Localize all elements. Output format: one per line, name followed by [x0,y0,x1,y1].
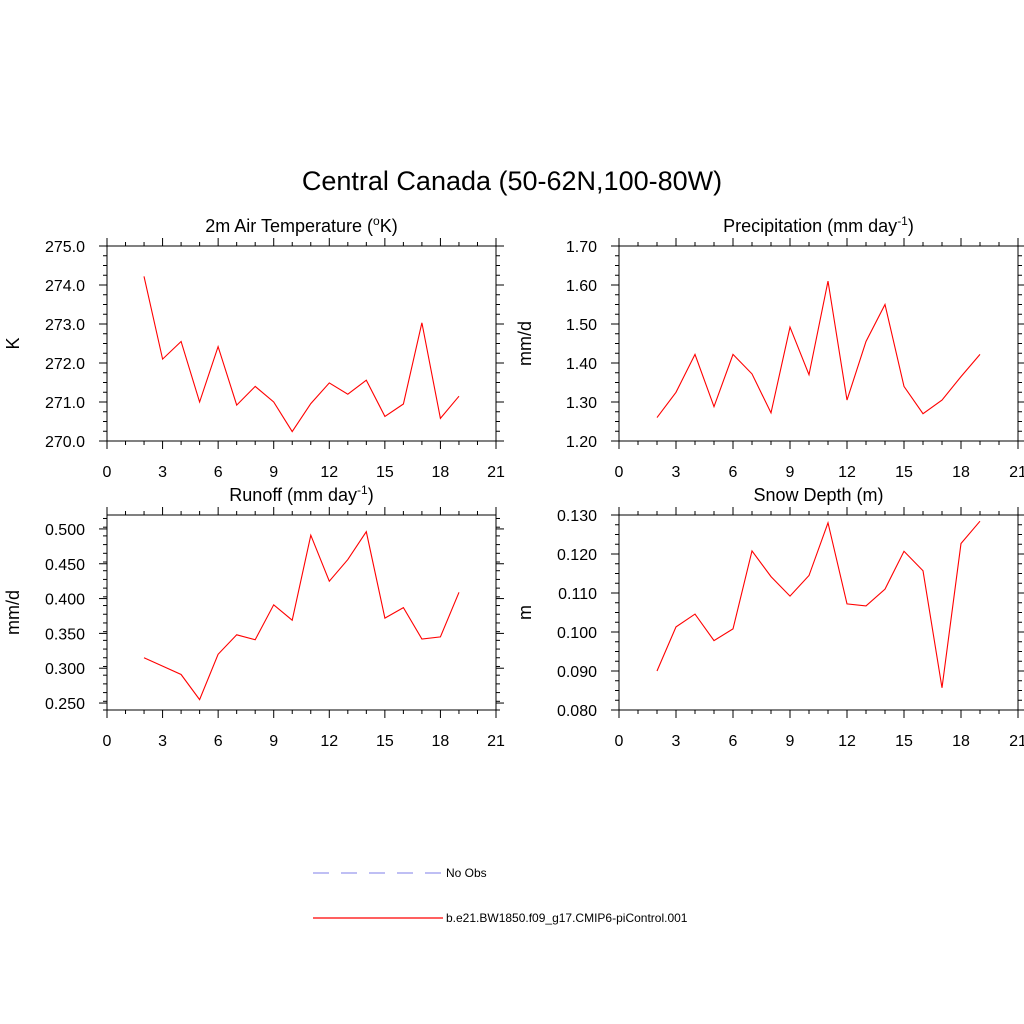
chart-panel-1: 2m Air Temperature (oK) K 0 3 6 9 12 15 18 21 270.… [3,214,505,481]
y-tick-label: 0.090 [557,664,597,681]
y-tick-label: 1.60 [566,278,597,295]
x-tick-label: 3 [672,733,681,750]
x-tick-label: 18 [432,464,450,481]
panel-title-suffix: K) [380,216,398,236]
y-tick-label: 0.450 [45,557,85,574]
y-axis-label: K [3,337,23,349]
x-tick-label: 3 [158,733,167,750]
x-tick-label: 0 [103,733,112,750]
y-tick-label: 1.50 [566,317,597,334]
y-tick-label: 0.100 [557,625,597,642]
x-tick-label: 21 [487,464,505,481]
x-tick-label: 12 [838,464,856,481]
plot-frame [106,514,497,711]
plot-frame [106,245,497,442]
series-line [656,280,981,418]
y-tick-label: 273.0 [45,317,85,334]
x-tick-label: 6 [729,464,738,481]
legend-obs-label: No Obs [446,866,487,880]
y-tick-label: 275.0 [45,239,85,256]
plot-frame [618,514,1019,711]
panel-title: Precipitation (mm day-1) [723,214,914,236]
x-tick-label: 9 [786,464,795,481]
panel-title-text: Precipitation (mm day [723,216,897,236]
y-tick-label: 1.20 [566,434,597,451]
y-tick-label: 272.0 [45,356,85,373]
x-tick-label: 9 [269,464,278,481]
x-tick-label: 12 [320,464,338,481]
y-tick-label: 270.0 [45,434,85,451]
x-tick-label: 9 [269,733,278,750]
y-tick-label: 0.350 [45,626,85,643]
y-axis-label: m [515,605,535,620]
y-tick-label: 0.500 [45,522,85,539]
panel-title-text: Snow Depth (m) [753,485,883,505]
y-tick-label: 0.400 [45,592,85,609]
panel-title-suffix: ) [908,216,914,236]
panels: 2m Air Temperature (oK) K 0 3 6 9 12 15 18 21 270.… [3,214,1024,750]
x-tick-label: 0 [615,464,624,481]
series-line [656,520,981,688]
y-tick-label: 0.250 [45,696,85,713]
y-tick-label: 0.300 [45,661,85,678]
x-tick-label: 18 [952,733,970,750]
y-tick-label: 271.0 [45,395,85,412]
panel-title-superscript: -1 [897,214,908,228]
x-tick-label: 21 [487,733,505,750]
panel-title: Snow Depth (m) [753,485,883,505]
x-tick-label: 6 [729,733,738,750]
x-tick-label: 15 [376,733,394,750]
x-tick-label: 0 [103,464,112,481]
x-tick-label: 3 [158,464,167,481]
x-tick-label: 9 [786,733,795,750]
y-axis-label: mm/d [515,321,535,366]
x-tick-label: 21 [1009,464,1024,481]
chart-panel-3: Runoff (mm day-1) mm/d 0 3 6 9 12 15 18 21 0.250 0.… [3,483,505,750]
panel-title-text: 2m Air Temperature ( [205,216,373,236]
panel-title: Runoff (mm day-1) [229,483,373,505]
x-tick-label: 12 [838,733,856,750]
series-line [143,276,460,433]
y-tick-label: 0.080 [557,703,597,720]
x-tick-label: 3 [672,464,681,481]
x-tick-label: 18 [952,464,970,481]
series-line [143,530,460,701]
panel-title-superscript: -1 [357,483,368,497]
x-tick-label: 12 [320,733,338,750]
x-tick-label: 18 [432,733,450,750]
legend-model-label: b.e21.BW1850.f09_g17.CMIP6-piControl.001 [446,911,688,925]
panel-title: 2m Air Temperature (oK) [205,214,397,236]
y-axis-label: mm/d [3,590,23,635]
y-tick-label: 1.40 [566,356,597,373]
y-tick-label: 0.110 [558,586,597,603]
chart-panel-2: Precipitation (mm day-1) mm/d 0 3 6 9 12 15 18 21… [515,214,1024,481]
y-tick-label: 274.0 [45,278,85,295]
y-tick-label: 0.120 [557,547,597,564]
panel-title-text: Runoff (mm day [229,485,357,505]
x-tick-label: 0 [615,733,624,750]
x-tick-label: 6 [214,464,223,481]
legend: No Obs b.e21.BW1850.f09_g17.CMIP6-piCont… [313,866,688,925]
y-tick-label: 1.70 [566,239,597,256]
x-tick-label: 15 [376,464,394,481]
figure-title: Central Canada (50-62N,100-80W) [302,166,722,196]
x-tick-label: 6 [214,733,223,750]
y-tick-label: 0.130 [557,508,597,525]
x-tick-label: 15 [895,464,913,481]
y-tick-label: 1.30 [566,395,597,412]
x-tick-label: 21 [1009,733,1024,750]
panel-title-suffix: ) [368,485,374,505]
x-tick-label: 15 [895,733,913,750]
plot-frame [618,245,1019,442]
panel-title-superscript: o [373,214,380,228]
chart-panel-4: Snow Depth (m) m 0 3 6 9 12 15 18 21 0.080 0.090 0.1… [515,485,1024,750]
